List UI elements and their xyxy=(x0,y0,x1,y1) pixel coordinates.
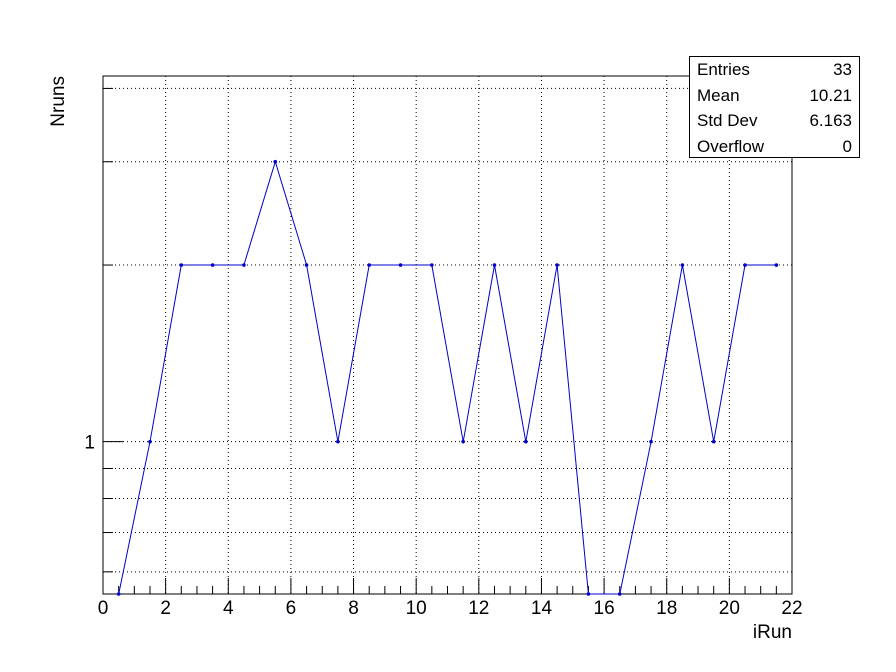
x-tick-label: 0 xyxy=(98,598,109,619)
x-tick-label: 8 xyxy=(348,598,359,619)
stats-value: 10.21 xyxy=(809,85,852,105)
x-tick-label: 4 xyxy=(223,598,234,619)
data-point xyxy=(680,263,685,267)
stats-value: 33 xyxy=(833,60,852,79)
axis-ticks xyxy=(102,87,793,594)
data-point xyxy=(649,439,653,444)
x-tick-labels: 0 2 4 6 8 10 12 14 16 18 20 22 xyxy=(98,598,803,619)
y-tick-labels: 1 xyxy=(84,433,95,454)
x-tick-label: 10 xyxy=(406,598,427,619)
data-point xyxy=(774,263,779,267)
y-axis-label: Nruns xyxy=(48,76,69,127)
stats-row-overflow: Overflow 0 xyxy=(690,134,859,160)
data-point xyxy=(304,263,309,267)
x-tick-label: 2 xyxy=(160,598,171,619)
stats-label: Overflow xyxy=(697,136,765,156)
stats-value: 0 xyxy=(842,136,852,156)
x-tick-label: 14 xyxy=(531,598,553,619)
data-point xyxy=(430,263,434,267)
data-point xyxy=(210,263,215,267)
x-tick-label: 20 xyxy=(719,598,740,619)
data-point xyxy=(461,439,465,444)
stats-box: Entries 33 Mean 10.21 Std Dev 6.163 Over… xyxy=(689,56,860,158)
data-point xyxy=(711,439,716,444)
stats-value: 6.163 xyxy=(809,111,852,130)
stats-row-stddev: Std Dev 6.163 xyxy=(690,108,859,134)
data-point xyxy=(617,592,622,596)
series-layer xyxy=(116,159,779,596)
stats-row-mean: Mean 10.21 xyxy=(690,83,859,109)
x-tick-label: 22 xyxy=(781,598,802,619)
stats-label: Entries xyxy=(697,60,750,79)
stats-row-entries: Entries 33 xyxy=(690,57,859,83)
data-point xyxy=(367,263,372,267)
x-tick-label: 16 xyxy=(594,598,615,619)
data-point xyxy=(743,263,747,267)
x-tick-label: 12 xyxy=(468,598,489,619)
data-point xyxy=(398,263,403,267)
data-point xyxy=(148,439,152,444)
y-tick-label: 1 xyxy=(84,433,95,454)
x-tick-label: 18 xyxy=(656,598,677,619)
data-point xyxy=(523,439,528,444)
grid-lines xyxy=(103,76,792,594)
data-point xyxy=(273,159,278,164)
data-point xyxy=(586,592,591,596)
x-axis-label: iRun xyxy=(753,622,792,643)
stats-label: Std Dev xyxy=(697,111,758,130)
x-tick-label: 6 xyxy=(286,598,297,619)
data-point xyxy=(492,263,497,267)
data-point xyxy=(336,439,340,444)
data-point xyxy=(116,592,121,596)
data-point xyxy=(555,263,559,267)
data-point xyxy=(242,263,246,267)
series-line xyxy=(118,159,777,595)
data-point xyxy=(179,263,184,267)
stats-label: Mean xyxy=(697,85,740,105)
